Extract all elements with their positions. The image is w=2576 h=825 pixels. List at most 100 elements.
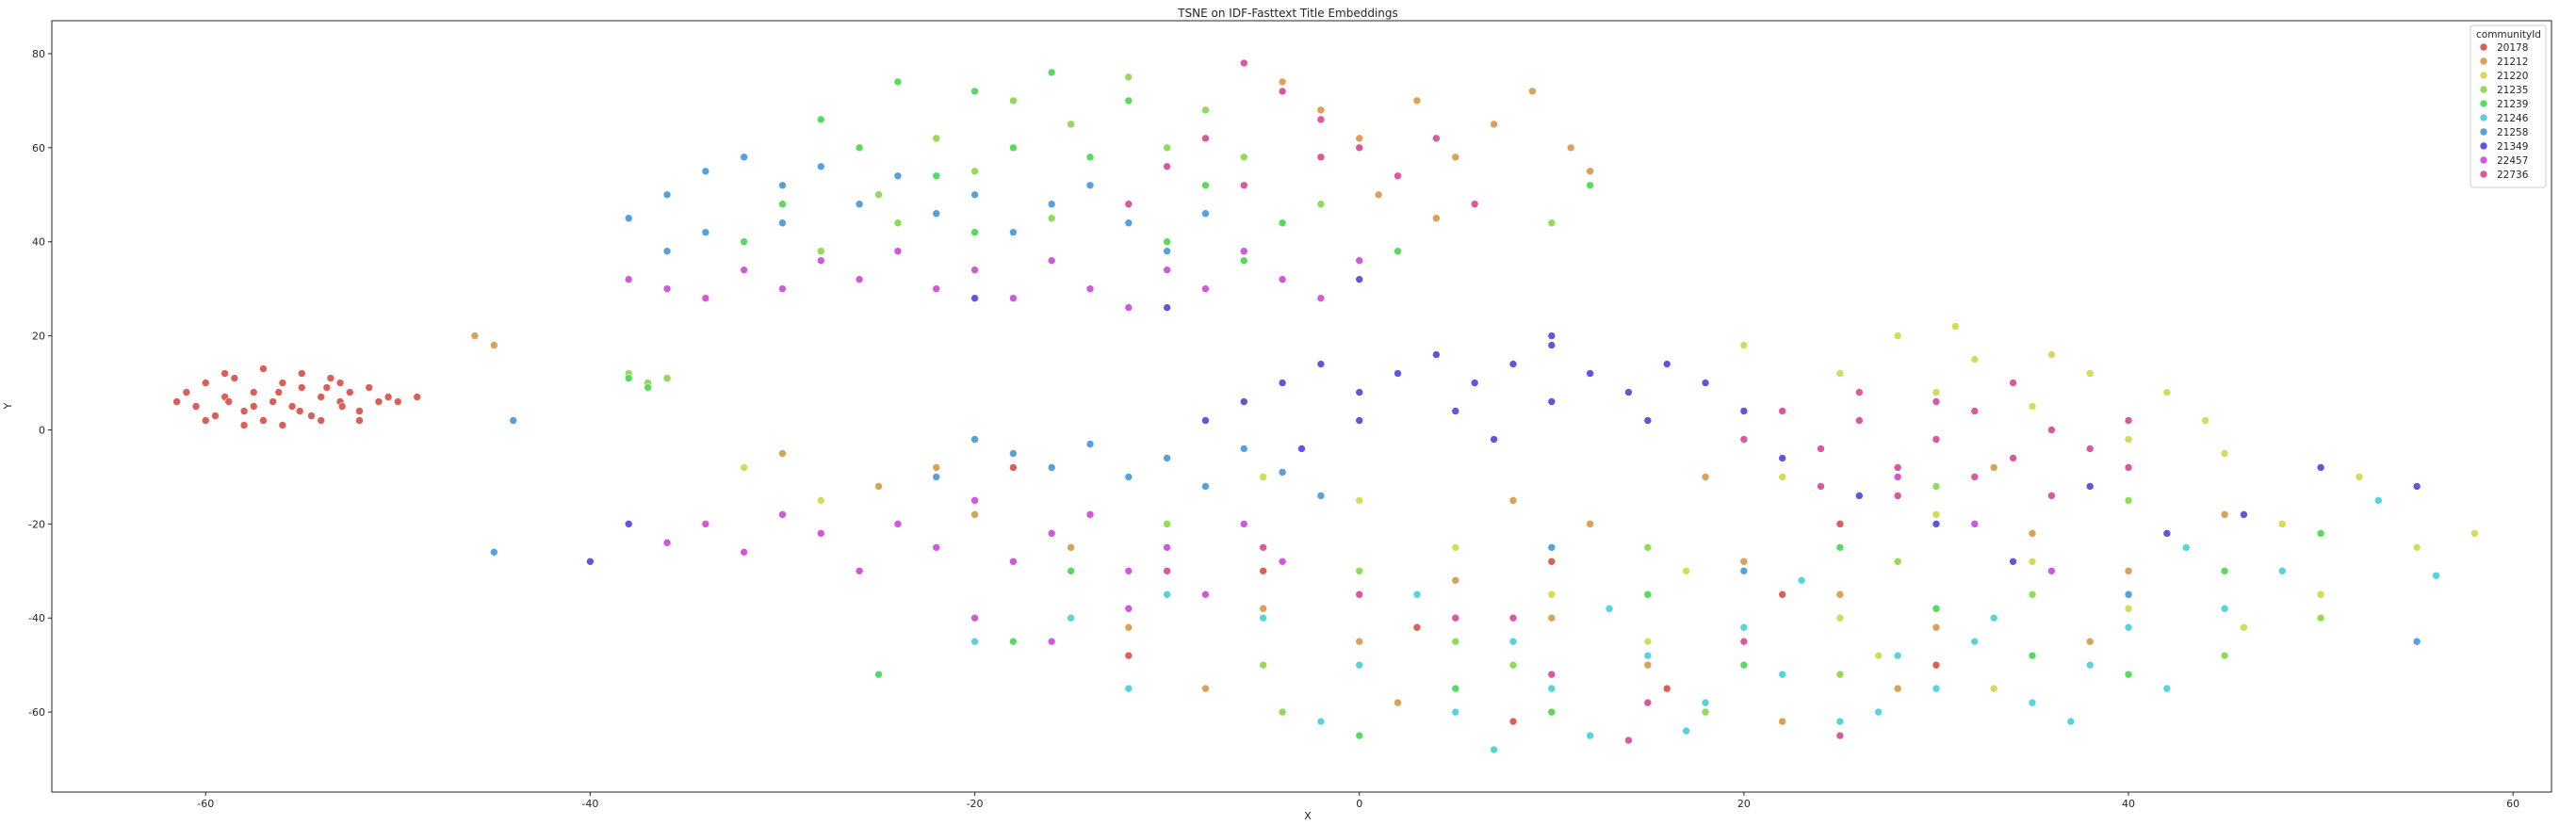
data-point <box>413 393 422 401</box>
data-point <box>2124 496 2133 505</box>
data-point <box>2028 590 2037 599</box>
data-point <box>1201 590 1210 599</box>
data-point <box>932 171 941 181</box>
data-point <box>1432 350 1441 359</box>
data-point <box>701 520 710 528</box>
data-point <box>701 167 710 176</box>
x-tick-label: -40 <box>581 798 598 810</box>
data-point <box>1355 256 1364 265</box>
data-point <box>1355 134 1364 143</box>
data-point <box>1586 520 1594 528</box>
data-point <box>1778 407 1786 415</box>
series-22736 <box>1124 58 2133 745</box>
data-point <box>740 153 748 162</box>
data-point <box>2316 463 2325 472</box>
legend-marker <box>2479 127 2488 137</box>
data-point <box>346 388 354 396</box>
data-point <box>1624 388 1633 396</box>
y-tick-label: -20 <box>28 518 45 530</box>
data-point <box>1586 181 1594 190</box>
data-point <box>1239 397 1248 406</box>
data-point <box>1835 670 1845 679</box>
data-point <box>1163 162 1171 171</box>
data-point <box>2124 566 2133 575</box>
data-point <box>1682 566 1690 575</box>
data-point <box>2240 623 2248 632</box>
data-point <box>201 416 210 425</box>
data-point <box>586 557 595 566</box>
data-point <box>1316 200 1326 209</box>
data-point <box>1893 492 1902 500</box>
data-point <box>970 266 979 274</box>
data-point <box>970 167 979 176</box>
data-point <box>1566 143 1575 153</box>
series-21258 <box>490 153 2421 646</box>
data-point <box>1835 369 1845 378</box>
data-point <box>1259 604 1267 613</box>
data-point <box>2124 463 2133 472</box>
data-point <box>1605 604 1614 613</box>
data-point <box>307 412 316 420</box>
data-point <box>1932 623 1941 632</box>
data-point <box>2374 496 2383 505</box>
legend-label: 21220 <box>2497 71 2528 82</box>
data-point <box>1278 707 1287 717</box>
data-point <box>1047 637 1056 646</box>
data-point <box>817 247 825 256</box>
data-point <box>2412 482 2421 491</box>
legend-marker <box>2479 42 2488 52</box>
data-point <box>374 397 383 406</box>
data-point <box>1163 237 1171 247</box>
x-tick-label: 20 <box>1737 798 1751 810</box>
data-point <box>701 294 710 302</box>
data-point <box>1009 294 1018 302</box>
data-point <box>1547 670 1557 679</box>
data-point <box>287 402 297 411</box>
data-point <box>2316 613 2325 623</box>
series-21246 <box>970 496 2440 754</box>
data-point <box>1163 454 1171 462</box>
data-point <box>1067 613 1075 623</box>
data-point <box>1951 322 1960 331</box>
data-point <box>1855 388 1864 396</box>
data-point <box>470 332 480 340</box>
data-point <box>1085 284 1095 293</box>
data-point <box>2124 590 2133 599</box>
data-point <box>1932 684 1941 693</box>
data-point <box>1355 566 1364 575</box>
data-point <box>1124 218 1133 228</box>
legend-label: 21239 <box>2497 99 2528 110</box>
legend-marker <box>2479 155 2488 165</box>
data-point <box>1643 543 1653 552</box>
data-point <box>230 374 239 382</box>
data-point <box>2277 566 2287 575</box>
data-point <box>224 397 234 406</box>
data-point <box>490 548 498 557</box>
data-point <box>2124 623 2133 632</box>
data-point <box>1624 736 1633 745</box>
data-point <box>2085 369 2095 378</box>
data-point <box>874 482 883 491</box>
data-point <box>855 275 864 283</box>
data-point <box>2201 416 2209 425</box>
data-point <box>1643 416 1653 425</box>
x-tick-label: 60 <box>2506 798 2519 810</box>
legend-marker <box>2479 113 2488 122</box>
data-point <box>2412 637 2421 646</box>
data-point <box>1316 105 1326 115</box>
data-point <box>1932 397 1941 406</box>
legend-marker <box>2479 99 2488 108</box>
data-point <box>874 190 883 200</box>
data-point <box>182 388 191 396</box>
data-point <box>1739 557 1749 566</box>
data-point <box>191 402 201 411</box>
data-point <box>893 218 903 228</box>
data-point <box>2085 637 2095 646</box>
data-point <box>1355 590 1364 599</box>
data-point <box>874 670 883 679</box>
data-point <box>817 162 825 171</box>
data-point <box>2028 698 2037 707</box>
data-point <box>2085 660 2095 670</box>
data-point <box>2047 426 2056 434</box>
